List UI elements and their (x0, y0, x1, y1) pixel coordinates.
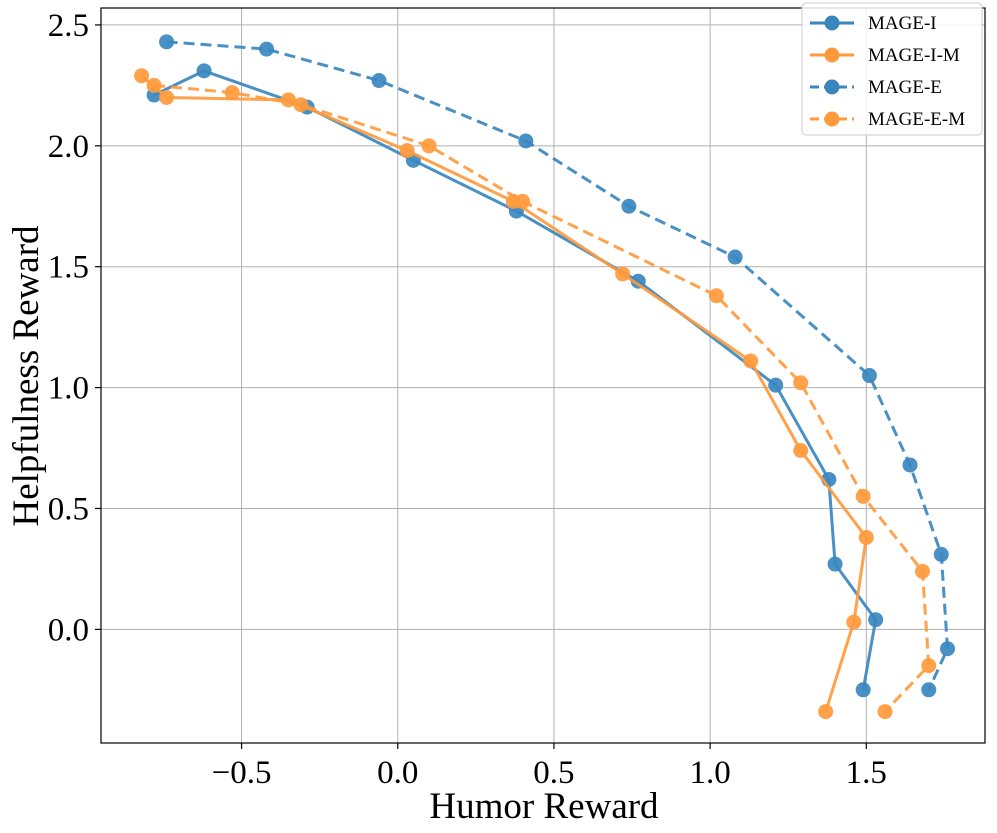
data-point (708, 288, 724, 304)
legend-label: MAGE-I (868, 13, 937, 34)
data-point (134, 68, 150, 84)
data-point (515, 193, 531, 209)
legend: MAGE-I MAGE-I-M MAGE-E MAGE-E-M (801, 2, 983, 136)
data-point (921, 658, 937, 674)
data-point (855, 682, 871, 698)
data-point (259, 41, 275, 57)
data-point (159, 34, 175, 50)
data-point (371, 73, 387, 89)
data-point (855, 488, 871, 504)
y-tick-label: 0.5 (48, 491, 89, 527)
x-tick-label: 0.0 (377, 755, 418, 791)
data-point (293, 97, 309, 113)
x-axis-title: Humor Reward (429, 786, 659, 827)
x-tick-label: −0.5 (212, 755, 272, 791)
plot-frame (100, 7, 986, 744)
data-point (421, 138, 437, 154)
y-tick-label: 1.0 (48, 371, 89, 407)
legend-marker (824, 111, 840, 127)
data-point (861, 368, 877, 383)
data-point (224, 85, 240, 101)
x-tick-label: 0.5 (533, 755, 574, 791)
data-point (743, 353, 759, 369)
legend-marker (824, 79, 840, 95)
data-point (940, 641, 956, 657)
data-point (768, 377, 784, 393)
y-tick-label: 2.0 (48, 129, 89, 165)
data-point (727, 249, 743, 265)
data-point (615, 266, 631, 282)
data-point (793, 375, 809, 391)
data-point (868, 612, 884, 628)
x-tick-label: 1.5 (846, 755, 887, 791)
series-mage-e-m (146, 77, 937, 720)
data-point (933, 546, 949, 562)
x-tick-label: 1.0 (689, 755, 730, 791)
y-tick-label: 2.5 (48, 8, 89, 44)
legend-box (801, 2, 983, 136)
data-point (877, 704, 893, 720)
legend-label: MAGE-I-M (868, 45, 960, 66)
series-mage-e (159, 34, 956, 698)
data-point (630, 273, 646, 289)
data-point (915, 563, 931, 579)
legend-marker (824, 15, 840, 31)
series-line (140, 74, 868, 713)
data-point (793, 442, 809, 458)
series-layer (134, 34, 956, 720)
data-point (621, 198, 637, 214)
data-point (399, 143, 415, 159)
data-point (902, 457, 918, 473)
legend-item: MAGE-I-M (810, 45, 960, 66)
series-line (153, 69, 878, 691)
data-point (196, 63, 212, 79)
legend-item: MAGE-I (810, 13, 937, 34)
data-point (518, 133, 534, 149)
series-mage-i-m (134, 68, 874, 720)
legend-label: MAGE-E (868, 77, 942, 98)
series-line (166, 40, 949, 691)
data-point (146, 77, 162, 93)
y-tick-label: 1.5 (48, 250, 89, 286)
tick-labels: −0.5 0.0 0.5 1.0 1.5 0.0 0.5 1.0 1.5 2.0 2.5 (48, 8, 887, 791)
axes (95, 7, 986, 749)
legend-marker (824, 47, 840, 63)
legend-item: MAGE-E (810, 77, 942, 98)
y-tick-label: 0.0 (48, 612, 89, 648)
data-point (827, 556, 843, 572)
data-point (818, 704, 834, 720)
data-point (858, 529, 874, 545)
data-point (846, 614, 862, 630)
series-line (153, 83, 931, 713)
y-axis-title: Helpfulness Reward (6, 225, 47, 527)
data-point (921, 682, 937, 698)
legend-label: MAGE-E-M (868, 109, 965, 130)
data-point (159, 89, 175, 105)
legend-item: MAGE-E-M (810, 109, 965, 130)
series-mage-i (146, 63, 884, 698)
